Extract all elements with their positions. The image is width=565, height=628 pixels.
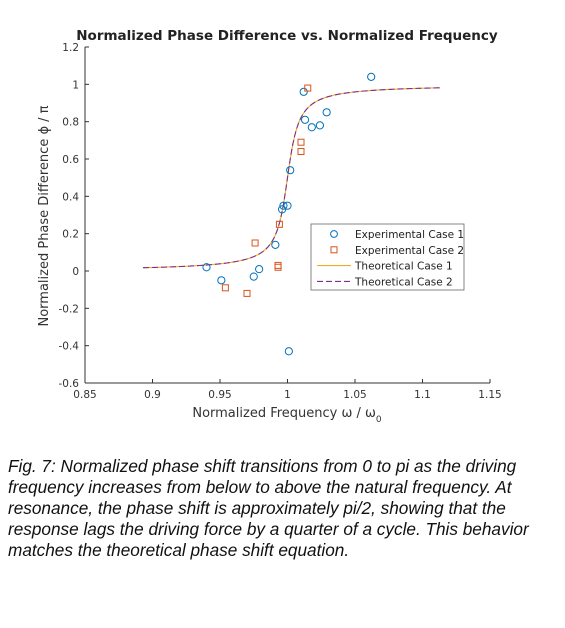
y-axis-label: Normalized Phase Difference ϕ / π: [37, 105, 52, 326]
legend-marker-circle: [330, 230, 338, 238]
data-point-square: [275, 220, 283, 228]
plot-area: 0.85 0.9 0.95 1 1.05 1.1 1.15 -0.6 -0.4 -0.2 0 0.2 0…: [59, 42, 502, 401]
legend-box: [310, 223, 465, 291]
x-tick-label: 1.1: [414, 389, 431, 401]
data-point-circle: [283, 201, 292, 210]
legend-entry-label: Experimental Case 2: [355, 245, 464, 257]
y-tick-label: 0.2: [62, 229, 79, 241]
x-tick-label: 1: [284, 389, 291, 401]
data-point-square: [304, 84, 312, 92]
x-tick-label: 0.9: [144, 389, 161, 401]
data-point-circle: [315, 121, 324, 130]
data-point-circle: [279, 201, 288, 210]
figure-caption: Fig. 7: Normalized phase shift transitio…: [8, 456, 529, 560]
data-point-circle: [284, 347, 293, 356]
data-point-circle: [202, 263, 211, 272]
data-point-circle: [249, 272, 258, 281]
legend-entry-label: Experimental Case 1: [355, 229, 464, 241]
x-tick-label: 1.05: [343, 389, 366, 401]
data-point-circle: [286, 166, 295, 175]
legend-entry-label: Theoretical Case 1: [354, 261, 453, 273]
x-axis-label-text: Normalized Frequency ω / ω: [192, 406, 376, 421]
y-tick-label: -0.4: [59, 341, 80, 353]
data-point-square: [243, 289, 251, 297]
data-point-circle: [367, 72, 376, 81]
data-point-square: [274, 263, 282, 271]
series-line-theoretical-case-2: [143, 87, 441, 269]
data-point-square: [221, 284, 229, 292]
y-tick-label: 0: [72, 266, 79, 278]
y-tick-label: -0.6: [59, 378, 80, 390]
data-point-square: [297, 138, 305, 146]
chart-svg: Normalized Phase Difference vs. Normaliz…: [37, 28, 502, 425]
y-tick-label: 0.8: [62, 117, 79, 129]
data-point-circle: [299, 87, 308, 96]
data-point-circle: [271, 240, 280, 249]
x-tick-label: 0.95: [208, 389, 231, 401]
y-tick-label: 0.6: [62, 154, 79, 166]
data-point-square: [274, 261, 282, 269]
x-tick-label: 0.85: [73, 389, 96, 401]
y-tick-label: 0.4: [62, 191, 79, 203]
y-tick-label: 1: [72, 79, 79, 91]
legend-entry-label: Theoretical Case 2: [354, 276, 453, 288]
chart-title: Normalized Phase Difference vs. Normaliz…: [76, 28, 498, 44]
legend: Experimental Case 1 Experimental Case 2 Th…: [310, 223, 465, 291]
data-point-circle: [307, 123, 316, 132]
data-point-circle: [278, 205, 287, 214]
y-tick-label: 1.2: [62, 42, 79, 54]
data-point-circle: [300, 115, 310, 124]
y-tick-label: -0.2: [59, 303, 80, 315]
x-axis-label: Normalized Frequency ω / ω0: [192, 406, 382, 425]
x-tick-label: 1.15: [478, 389, 501, 401]
x-axis-label-subscript: 0: [376, 415, 382, 425]
data-point-square: [297, 148, 305, 156]
data-point-circle: [255, 265, 264, 274]
legend-marker-square: [330, 246, 338, 254]
data-point-circle: [322, 108, 331, 117]
data-point-square: [251, 239, 259, 247]
data-point-circle: [217, 276, 226, 285]
